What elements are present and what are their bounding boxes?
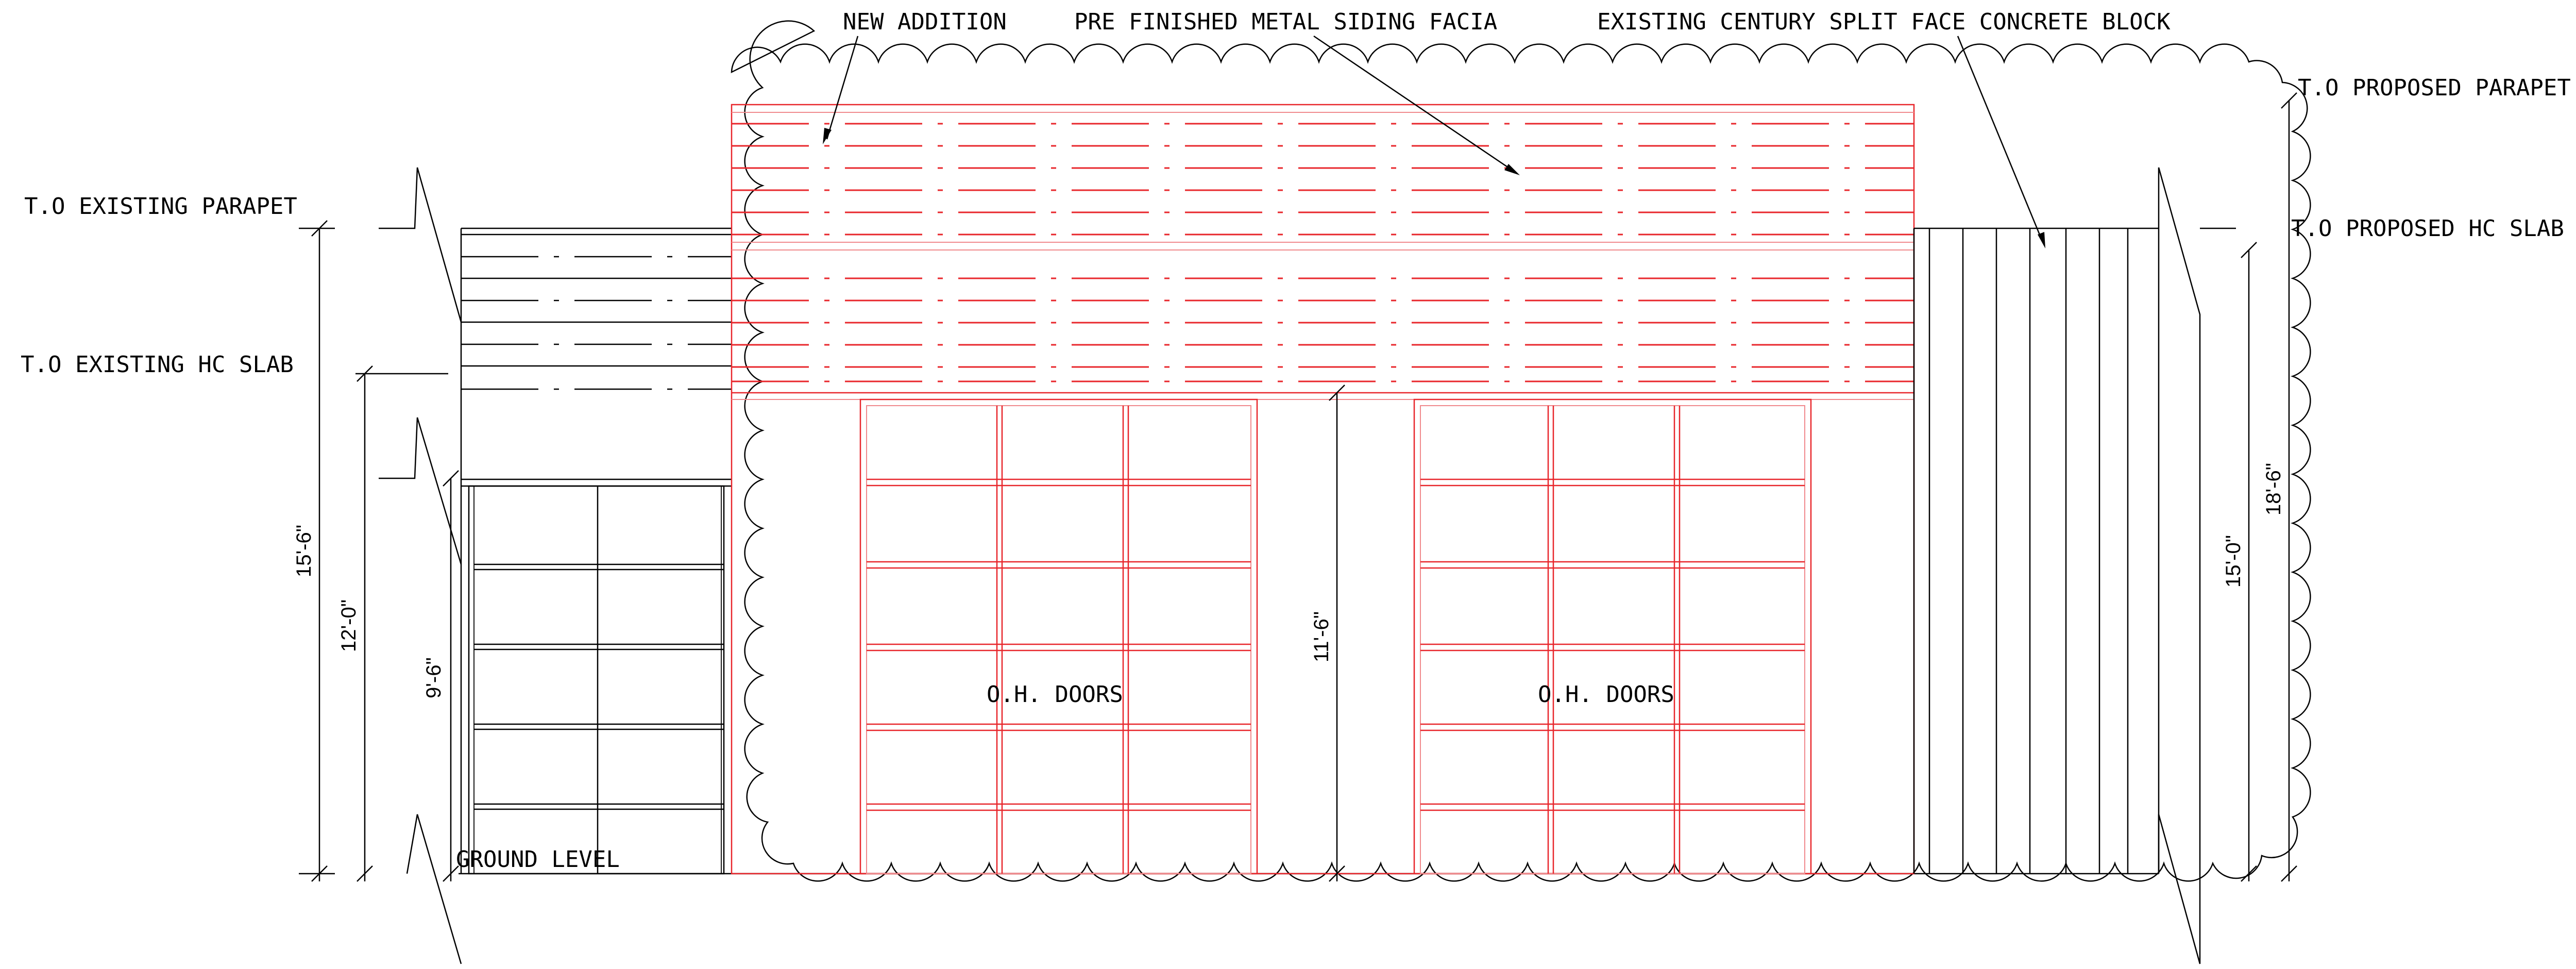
dim-12-0: 12'-0" (337, 599, 360, 652)
dim-9-6: 9'-6" (422, 657, 445, 698)
label-to-proposed-hc-slab: T.O PROPOSED HC SLAB (2291, 215, 2564, 242)
overhead-door-2 (1413, 398, 1812, 875)
dim-15-6: 15'-6" (293, 525, 315, 577)
label-oh-doors-1: O.H. DOORS (987, 681, 1123, 708)
break-lines (379, 167, 2236, 964)
dim-11-6: 11'-6" (1310, 611, 1333, 662)
label-ground-level: GROUND LEVEL (456, 846, 620, 873)
label-to-proposed-parapet: T.O PROPOSED PARAPET (2298, 75, 2571, 101)
dim-15-0: 15'-0" (2222, 535, 2245, 588)
leader-lines (823, 35, 2045, 248)
dimension-lines (299, 92, 2297, 882)
existing-building-right (1913, 227, 2160, 874)
label-to-existing-parapet: T.O EXISTING PARAPET (24, 193, 297, 220)
label-existing-block: EXISTING CENTURY SPLIT FACE CONCRETE BLO… (1597, 9, 2171, 35)
revision-cloud (731, 20, 2311, 882)
dim-18-6: 18'-6" (2262, 463, 2285, 515)
label-to-existing-hc-slab: T.O EXISTING HC SLAB (21, 352, 294, 378)
existing-building-left (460, 227, 732, 875)
label-new-addition: NEW ADDITION (843, 9, 1007, 35)
label-oh-doors-2: O.H. DOORS (1538, 681, 1674, 708)
overhead-door-1 (859, 398, 1258, 875)
label-siding: PRE FINISHED METAL SIDING FACIA (1074, 9, 1497, 35)
new-addition (731, 104, 1915, 875)
